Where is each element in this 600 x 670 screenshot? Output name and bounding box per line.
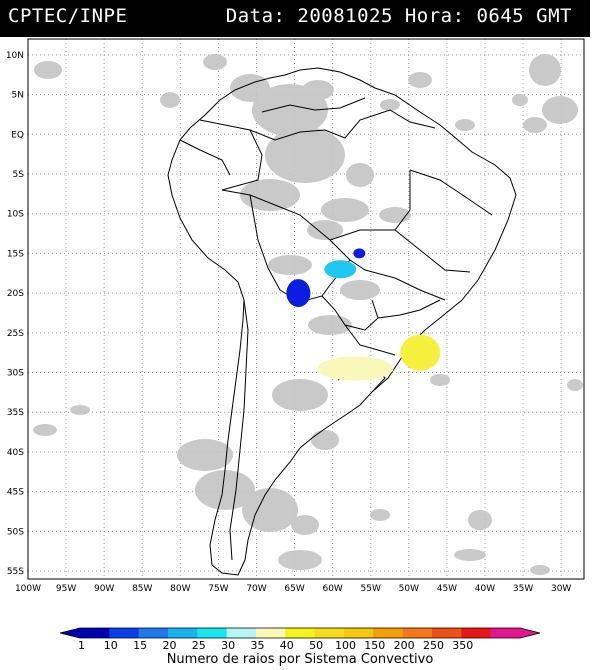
colorbar-segment xyxy=(168,628,198,638)
border-paraguay xyxy=(321,295,379,331)
lightning-system-bolivia-paraguay xyxy=(286,279,311,308)
lightning-map: 10N5NEQ5S10S15S20S25S30S35S40S45S50S55S … xyxy=(6,38,585,593)
colorbar: 1 10 15 20 25 30 35 40 50 100 150 200 250 350 xyxy=(59,627,541,650)
source-label: CPTEC/INPE xyxy=(8,5,128,27)
lon-tick-label: 55W xyxy=(361,584,381,593)
grid-lines xyxy=(27,39,584,579)
lat-tick-label: 10N xyxy=(6,51,24,61)
colorbar-segment xyxy=(138,628,169,638)
lon-tick-label: 70W xyxy=(246,584,266,593)
border-colombia xyxy=(199,119,263,191)
colorbar-segment xyxy=(285,628,316,638)
cloud-cover xyxy=(33,54,583,575)
lon-tick-label: 30W xyxy=(551,584,571,593)
lightning-system-rio-grande-do-sul xyxy=(317,356,394,381)
border-brazil-states-3 xyxy=(364,269,446,301)
lon-tick-label: 50W xyxy=(399,584,419,593)
colorbar-segment xyxy=(432,628,462,638)
lat-tick-label: 50S xyxy=(7,527,24,537)
lat-tick-label: 25S xyxy=(7,329,24,339)
colorbar-segment xyxy=(256,628,286,638)
colorbar-segment xyxy=(402,628,433,638)
colorbar-tick-label: 40 xyxy=(280,639,294,650)
colorbar-tick-label: 35 xyxy=(250,639,264,650)
lon-tick-label: 40W xyxy=(475,584,495,593)
lightning-systems xyxy=(286,248,441,381)
colorbar-segment xyxy=(80,628,110,638)
colorbar-segment xyxy=(344,628,374,638)
border-argentina-brazil xyxy=(344,324,396,356)
lat-tick-label: 35S xyxy=(7,408,24,418)
colorbar-tick-label: 20 xyxy=(162,639,176,650)
lon-tick-label: 45W xyxy=(437,584,457,593)
colorbar-labels: 1 10 15 20 25 30 35 40 50 100 150 200 250 350 xyxy=(78,639,473,650)
colorbar-tick-label: 200 xyxy=(394,639,415,650)
lat-tick-label: EQ xyxy=(11,130,24,140)
lon-tick-label: 100W xyxy=(15,584,41,593)
border-argentina-chile xyxy=(229,299,249,561)
lat-tick-label: 5N xyxy=(12,91,24,101)
lat-tick-label: 20S xyxy=(7,289,24,299)
colorbar-segment xyxy=(197,628,228,638)
border-brazil-states-1 xyxy=(409,169,493,216)
header-bar: CPTEC/INPE Data: 20081025 Hora: 0645 GMT xyxy=(0,0,590,37)
colorbar-tick-label: 25 xyxy=(192,639,206,650)
lon-tick-label: 80W xyxy=(170,584,190,593)
colorbar-right-arrow xyxy=(520,628,540,638)
lat-tick-label: 30S xyxy=(7,369,24,379)
colorbar-tick-label: 50 xyxy=(309,639,323,650)
lat-tick-label: 45S xyxy=(7,488,24,498)
border-brazil-states-5 xyxy=(377,299,441,319)
colorbar-left-arrow xyxy=(60,628,80,638)
latitude-labels: 10N 5N EQ 5S 10S 15S 20S 25S 30S 35S 40S 45S 50S 55S xyxy=(6,51,24,577)
lon-tick-label: 65W xyxy=(284,584,304,593)
colorbar-tick-label: 1 xyxy=(78,639,85,650)
lat-tick-label: 10S xyxy=(7,210,24,220)
colorbar-tick-label: 30 xyxy=(221,639,235,650)
lightning-system-mato-grosso-east xyxy=(353,248,366,259)
colorbar-segment xyxy=(461,628,492,638)
border-brazil-states-2 xyxy=(394,229,471,273)
lightning-system-santa-catarina xyxy=(400,334,441,371)
colorbar-segments xyxy=(59,627,541,639)
south-america-coastline xyxy=(167,67,517,576)
border-peru-ecuador xyxy=(179,139,231,176)
lon-tick-label: 85W xyxy=(132,584,152,593)
border-brazil-north xyxy=(249,109,436,141)
colorbar-outline xyxy=(59,627,541,639)
lon-tick-label: 75W xyxy=(208,584,228,593)
lat-tick-label: 55S xyxy=(7,567,24,577)
lon-tick-label: 35W xyxy=(513,584,533,593)
lat-tick-label: 5S xyxy=(13,170,25,180)
border-brazil-states-4 xyxy=(329,170,411,241)
lightning-system-mato-grosso-west xyxy=(324,260,357,279)
colorbar-segment xyxy=(226,628,257,638)
colorbar-segment xyxy=(314,628,345,638)
colorbar-tick-label: 10 xyxy=(104,639,118,650)
map-frame xyxy=(27,38,585,580)
colorbar-tick-label: 150 xyxy=(364,639,385,650)
lon-tick-label: 60W xyxy=(322,584,342,593)
lon-tick-label: 95W xyxy=(56,584,76,593)
lat-tick-label: 40S xyxy=(7,448,24,458)
border-venezuela xyxy=(261,97,366,113)
colorbar-segment xyxy=(109,628,140,638)
lat-tick-label: 15S xyxy=(7,249,24,259)
longitude-labels: 100W 95W 90W 85W 80W 75W 70W 65W 60W 55W 50W 45W 40W… xyxy=(15,584,571,593)
colorbar-tick-label: 100 xyxy=(335,639,356,650)
colorbar-segment xyxy=(373,628,404,638)
colorbar-caption: Numero de raios por Sistema Convectivo xyxy=(166,652,434,667)
colorbar-tick-label: 15 xyxy=(133,639,147,650)
colorbar-tick-label: 250 xyxy=(423,639,444,650)
colorbar-segment xyxy=(490,628,521,638)
colorbar-tick-label: 350 xyxy=(452,639,473,650)
datetime-label: Data: 20081025 Hora: 0645 GMT xyxy=(225,5,572,27)
lon-tick-label: 90W xyxy=(94,584,114,593)
